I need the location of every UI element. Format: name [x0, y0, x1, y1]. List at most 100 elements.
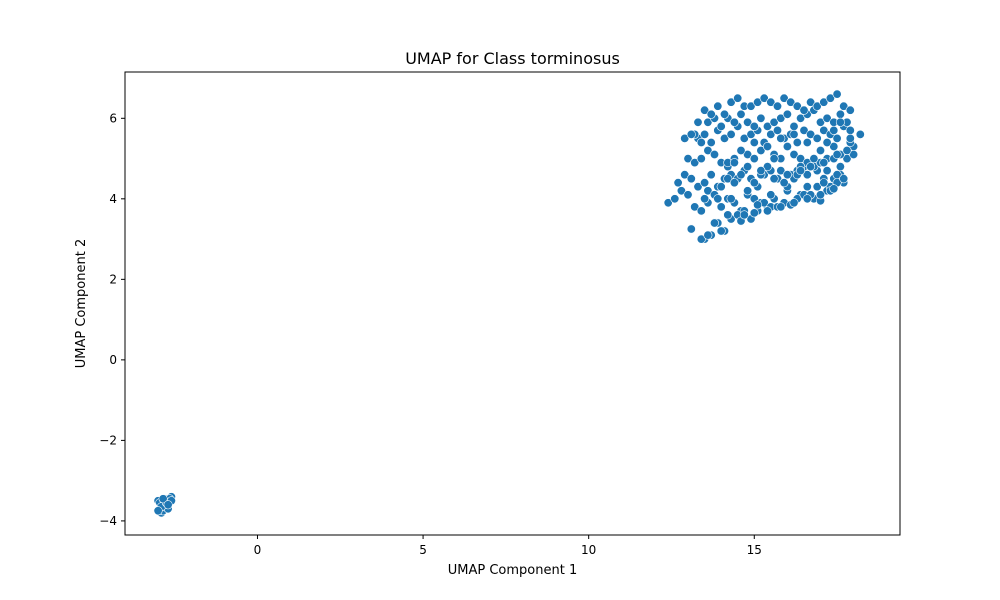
- plot-frame: [124, 71, 901, 536]
- data-point: [703, 117, 713, 127]
- data-point: [729, 178, 739, 188]
- data-point: [743, 117, 753, 127]
- y-tick-label: 0: [109, 353, 117, 367]
- data-point: [709, 150, 719, 160]
- data-point: [762, 206, 772, 216]
- y-axis-ticks: −4 −2 0 2 4 6: [99, 111, 125, 528]
- data-point: [696, 206, 706, 216]
- data-point: [762, 162, 772, 172]
- data-point: [796, 113, 806, 123]
- data-point: [815, 146, 825, 156]
- data-point: [819, 178, 829, 188]
- data-point: [680, 133, 690, 143]
- data-point: [733, 93, 743, 103]
- x-tick-label: 15: [747, 543, 762, 557]
- y-tick-label: 4: [109, 192, 117, 206]
- data-point: [845, 125, 855, 135]
- data-point: [829, 142, 839, 152]
- data-points: [153, 89, 865, 518]
- data-point: [709, 218, 719, 228]
- data-point: [815, 117, 825, 127]
- data-point: [799, 105, 809, 115]
- data-point: [749, 138, 759, 148]
- data-point: [802, 138, 812, 148]
- data-point: [822, 138, 832, 148]
- data-point: [835, 109, 845, 119]
- data-point: [849, 150, 859, 160]
- data-point: [815, 190, 825, 200]
- data-point: [806, 129, 816, 139]
- data-point: [696, 234, 706, 244]
- y-tick-label: −2: [99, 433, 117, 447]
- data-point: [749, 178, 759, 188]
- data-point: [746, 101, 756, 111]
- data-point: [766, 129, 776, 139]
- data-point: [792, 138, 802, 148]
- data-point: [753, 97, 763, 107]
- data-point: [739, 133, 749, 143]
- y-axis-label: UMAP Component 2: [74, 239, 89, 368]
- data-point: [829, 125, 839, 135]
- data-point: [802, 170, 812, 180]
- data-point: [736, 170, 746, 180]
- data-point: [686, 224, 696, 234]
- data-point: [163, 500, 173, 510]
- data-point: [716, 182, 726, 192]
- data-point: [690, 202, 700, 212]
- data-point: [749, 121, 759, 131]
- data-point: [743, 150, 753, 160]
- data-point: [789, 150, 799, 160]
- data-point: [832, 89, 842, 99]
- data-point: [812, 182, 822, 192]
- data-point: [756, 113, 766, 123]
- data-point: [855, 129, 865, 139]
- data-point: [802, 194, 812, 204]
- data-point: [706, 138, 716, 148]
- data-point: [772, 125, 782, 135]
- data-point: [756, 166, 766, 176]
- data-point: [680, 170, 690, 180]
- data-point: [832, 133, 842, 143]
- data-point: [835, 162, 845, 172]
- data-point: [802, 182, 812, 192]
- data-point: [776, 202, 786, 212]
- data-point: [792, 101, 802, 111]
- data-point: [736, 109, 746, 119]
- y-tick-label: 2: [109, 272, 117, 286]
- data-point: [819, 158, 829, 168]
- data-point: [700, 105, 710, 115]
- data-point: [706, 170, 716, 180]
- data-point: [769, 117, 779, 127]
- data-point: [743, 186, 753, 196]
- data-point: [756, 146, 766, 156]
- data-point: [700, 129, 710, 139]
- data-point: [696, 138, 706, 148]
- data-point: [673, 178, 683, 188]
- data-point: [683, 154, 693, 164]
- data-point: [776, 166, 786, 176]
- data-point: [683, 190, 693, 200]
- data-point: [769, 174, 779, 184]
- data-point: [825, 93, 835, 103]
- chart-title: UMAP for Class torminosus: [405, 49, 620, 68]
- data-point: [789, 129, 799, 139]
- data-point: [822, 113, 832, 123]
- data-point: [769, 154, 779, 164]
- data-point: [839, 101, 849, 111]
- data-point: [726, 97, 736, 107]
- data-point: [703, 230, 713, 240]
- data-point: [726, 129, 736, 139]
- data-point: [832, 150, 842, 160]
- data-point: [749, 208, 759, 218]
- x-tick-label: 10: [581, 543, 596, 557]
- data-point: [743, 162, 753, 172]
- data-point: [676, 186, 686, 196]
- data-point: [806, 97, 816, 107]
- data-point: [779, 178, 789, 188]
- data-point: [719, 109, 729, 119]
- data-point: [153, 506, 163, 516]
- data-point: [762, 121, 772, 131]
- x-tick-label: 5: [419, 543, 427, 557]
- data-point: [716, 226, 726, 236]
